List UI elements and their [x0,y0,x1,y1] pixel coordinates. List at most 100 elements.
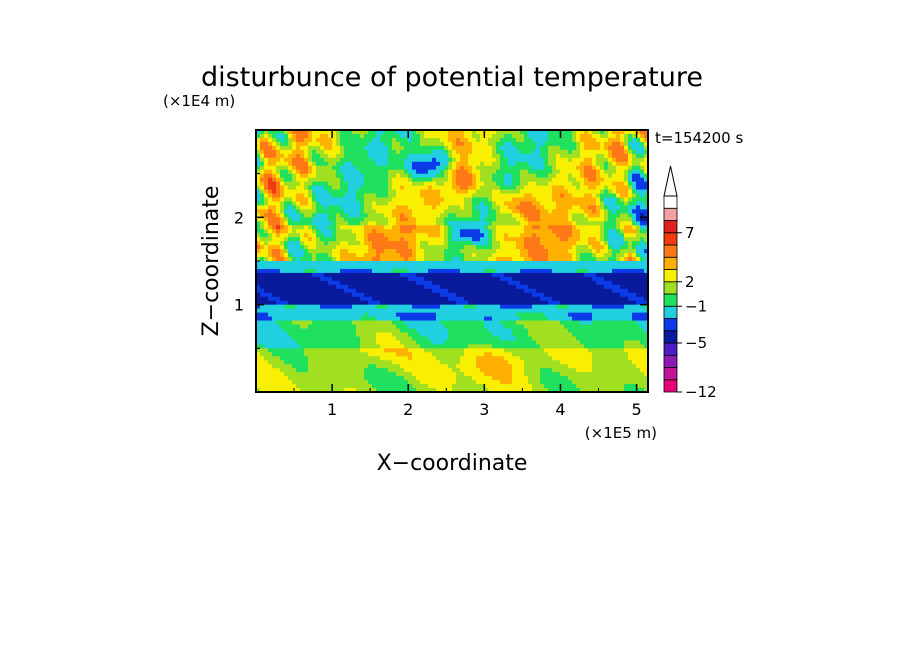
field-cell [500,177,505,183]
field-cell [264,153,269,159]
field-cell [352,332,357,338]
field-cell [404,372,409,377]
field-cell [320,141,325,147]
field-cell [448,352,453,357]
field-cell [364,312,369,318]
field-cell [360,360,365,365]
field-cell [444,221,449,226]
field-cell [392,368,397,373]
field-cell [312,384,317,389]
field-cell [380,372,385,377]
field-cell [300,284,305,290]
field-cell [496,261,501,266]
field-cell [276,193,281,199]
field-cell [256,189,261,195]
field-cell [260,233,265,238]
field-cell [384,137,389,143]
field-cell [268,328,273,334]
field-cell [380,229,385,234]
field-cell [268,340,273,345]
field-cell [536,272,541,278]
field-cell [480,197,485,203]
field-cell [332,304,337,310]
field-cell [396,149,401,155]
field-cell [468,380,473,385]
field-cell [388,356,393,361]
field-cell [284,304,289,310]
field-cell [268,376,273,381]
field-cell [436,209,441,214]
field-cell [364,133,369,139]
field-cell [316,388,321,392]
field-cell [512,324,517,330]
field-cell [492,205,497,210]
field-cell [268,225,273,230]
field-cell [404,237,409,242]
field-cell [444,272,449,278]
field-cell [460,161,465,167]
field-cell [476,336,481,341]
field-cell [472,292,477,298]
field-cell [396,364,401,369]
field-cell [364,261,369,266]
field-cell [528,209,533,214]
field-cell [284,237,289,242]
field-cell [484,229,489,234]
field-cell [476,272,481,278]
field-cell [304,130,309,135]
field-cell [536,177,541,183]
field-cell [532,185,537,191]
field-cell [440,213,445,218]
field-cell [340,272,345,278]
field-cell [456,328,461,334]
field-cell [544,332,549,338]
field-cell [512,241,517,246]
field-cell [508,245,513,250]
field-cell [300,388,305,392]
field-cell [492,193,497,199]
field-cell [344,264,349,270]
field-cell [396,253,401,258]
field-cell [536,276,541,282]
field-cell [320,316,325,322]
field-cell [488,189,493,195]
field-cell [440,141,445,147]
field-cell [488,372,493,377]
field-cell [284,276,289,282]
field-cell [552,336,557,341]
field-cell [356,332,361,338]
field-cell [324,344,329,349]
field-cell [388,292,393,298]
field-cell [456,296,461,302]
field-cell [476,165,481,171]
field-cell [432,384,437,389]
field-cell [288,296,293,302]
field-cell [392,324,397,330]
field-cell [348,332,353,338]
field-cell [516,380,521,385]
field-cell [524,272,529,278]
field-cell [324,320,329,326]
field-cell [460,193,465,199]
field-cell [360,308,365,314]
field-cell [364,165,369,171]
field-cell [344,217,349,222]
field-cell [440,308,445,314]
field-cell [284,233,289,238]
field-cell [372,130,377,135]
field-cell [480,352,485,357]
field-cell [524,364,529,369]
field-cell [332,161,337,167]
field-cell [500,201,505,207]
field-cell [256,169,261,175]
field-cell [392,141,397,147]
field-cell [368,324,373,330]
field-cell [532,320,537,326]
field-cell [396,237,401,242]
field-cell [300,133,305,139]
field-cell [552,201,557,207]
field-cell [500,264,505,270]
field-cell [428,257,433,262]
field-cell [256,209,261,214]
field-cell [392,304,397,310]
